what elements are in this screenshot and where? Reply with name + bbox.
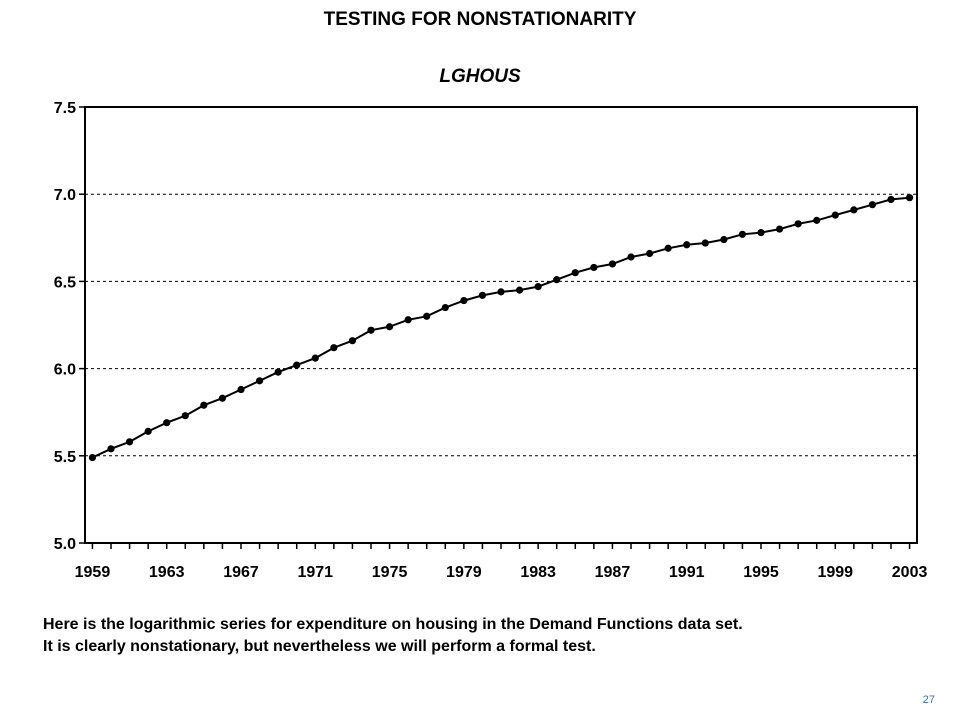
data-point <box>255 377 264 385</box>
page-number: 27 <box>922 694 935 706</box>
x-tick-label: 1991 <box>669 564 705 581</box>
data-point <box>348 337 357 345</box>
data-point <box>794 220 802 228</box>
data-point <box>293 361 301 369</box>
data-point <box>163 419 171 427</box>
y-tick-label: 7.5 <box>54 100 76 117</box>
data-point <box>553 276 561 284</box>
x-tick-label: 1983 <box>520 564 556 581</box>
data-point <box>497 288 505 296</box>
data-point <box>683 241 691 249</box>
x-tick-label: 1987 <box>595 564 631 581</box>
caption-line-2: It is clearly nonstationary, but neverth… <box>43 638 596 655</box>
data-point <box>404 316 412 324</box>
data-point <box>738 230 747 238</box>
x-tick-label: 1967 <box>223 564 259 581</box>
data-point <box>144 427 152 435</box>
data-point <box>775 225 784 233</box>
data-point <box>608 260 617 268</box>
x-tick-label: 1995 <box>743 564 779 581</box>
data-point <box>274 368 282 376</box>
x-axis: 1959 1963 1967 1971 1975 1979 1983 1987 1991 1995… <box>75 543 928 581</box>
data-point <box>831 211 839 219</box>
data-point <box>515 286 524 294</box>
data-point <box>701 239 709 247</box>
slide-caption: Here is the logarithmic series for expen… <box>43 614 943 658</box>
data-point <box>571 269 579 277</box>
data-point <box>757 228 765 237</box>
data-point <box>367 326 375 334</box>
x-tick-label: 1971 <box>297 564 333 581</box>
data-point <box>107 445 115 453</box>
x-tick-label: 1999 <box>817 564 853 581</box>
data-point <box>905 194 914 202</box>
data-point <box>218 394 227 402</box>
data-point <box>460 296 468 305</box>
data-point <box>590 263 598 272</box>
data-point <box>534 283 542 291</box>
data-point <box>887 195 895 204</box>
gridlines <box>85 193 917 457</box>
x-tick-label: 1979 <box>446 564 482 581</box>
series-lghous <box>88 194 914 462</box>
data-point <box>88 453 97 462</box>
data-point <box>441 303 449 312</box>
data-point <box>478 291 487 299</box>
y-tick-label: 5.0 <box>54 536 76 553</box>
x-tick-label: 1959 <box>75 564 111 581</box>
data-point <box>423 312 431 320</box>
chart-title: LGHOUS <box>439 66 521 87</box>
y-axis: 5.0 5.5 6.0 6.5 7.0 7.5 <box>54 100 85 553</box>
x-tick-label: 1963 <box>149 564 185 581</box>
plot-area-frame <box>84 106 918 544</box>
data-point <box>237 385 245 394</box>
y-tick-label: 6.0 <box>54 362 76 379</box>
data-point <box>330 344 338 352</box>
data-point <box>868 201 877 209</box>
series-line <box>91 196 910 459</box>
x-tick-label: 2003 <box>892 564 928 581</box>
data-point <box>645 249 654 258</box>
caption-line-1: Here is the logarithmic series for expen… <box>43 616 743 633</box>
data-point <box>311 354 319 362</box>
data-point <box>385 323 394 331</box>
data-point <box>125 438 134 446</box>
data-point <box>181 412 189 420</box>
line-chart: 5.05.56.06.57.07.5 1959 1963 1967 1971 1975 1… <box>54 100 928 581</box>
data-point <box>200 401 208 409</box>
data-point <box>664 244 672 252</box>
data-point <box>813 216 821 224</box>
slide-title: TESTING FOR NONSTATIONARITY <box>323 9 637 30</box>
y-tick-label: 6.5 <box>54 274 76 291</box>
data-point <box>850 206 858 214</box>
x-tick-label: 1975 <box>372 564 408 581</box>
y-tick-label: 5.5 <box>54 449 76 466</box>
y-tick-label: 7.0 <box>54 187 76 204</box>
data-point <box>627 253 635 261</box>
data-point <box>720 235 728 244</box>
